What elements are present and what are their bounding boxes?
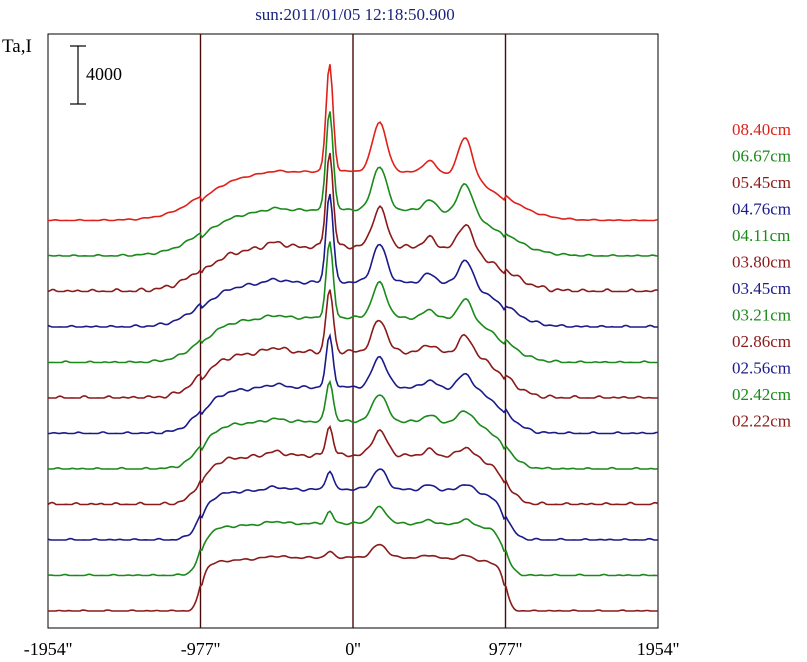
legend-entry-03.21cm: 03.21cm (732, 306, 791, 325)
legend-entry-03.80cm: 03.80cm (732, 253, 791, 272)
series-line-04.76cm (47, 193, 658, 328)
x-tick-label-2: 0'' (345, 639, 361, 659)
x-axis-ticks: -1954'' -977'' 0'' 977'' 1954'' (24, 639, 679, 659)
vertical-reference-lines (199, 34, 507, 628)
chart-title: sun:2011/01/05 12:18:50.900 (255, 5, 455, 24)
series-line-02.22cm (48, 543, 658, 612)
series-line-03.80cm (47, 289, 658, 399)
series-line-02.56cm (47, 468, 658, 541)
legend-entry-06.67cm: 06.67cm (732, 147, 791, 166)
legend-entry-05.45cm: 05.45cm (732, 173, 791, 192)
series-line-05.45cm (47, 152, 659, 293)
legend-entry-02.22cm: 02.22cm (732, 412, 791, 431)
x-tick-label-0: -1954'' (24, 639, 72, 659)
series-line-02.86cm (47, 425, 659, 506)
legend-entry-08.40cm: 08.40cm (732, 120, 791, 139)
scale-bar: 4000 (70, 45, 122, 105)
series-group (47, 64, 659, 612)
scale-bar-label: 4000 (86, 64, 122, 84)
x-tick-label-1: -977'' (181, 639, 220, 659)
series-line-03.45cm (48, 332, 659, 435)
x-tick-label-4: 1954'' (637, 639, 680, 659)
y-axis-label: Ta,I (2, 36, 32, 57)
legend: 08.40cm 06.67cm 05.45cm 04.76cm 04.11cm 03.80… (732, 120, 791, 431)
legend-entry-04.76cm: 04.76cm (732, 200, 791, 219)
legend-entry-04.11cm: 04.11cm (732, 226, 790, 245)
legend-entry-02.86cm: 02.86cm (732, 332, 791, 351)
legend-entry-02.56cm: 02.56cm (732, 359, 791, 378)
legend-entry-03.45cm: 03.45cm (732, 279, 791, 298)
x-tick-label-3: 977'' (489, 639, 523, 659)
series-line-02.42cm (47, 505, 658, 577)
series-line-08.40cm (48, 64, 659, 222)
series-line-03.21cm (47, 379, 659, 470)
series-line-06.67cm (48, 111, 659, 257)
series-line-04.11cm (48, 241, 658, 364)
legend-entry-02.42cm: 02.42cm (732, 385, 791, 404)
plot-area (47, 33, 659, 629)
